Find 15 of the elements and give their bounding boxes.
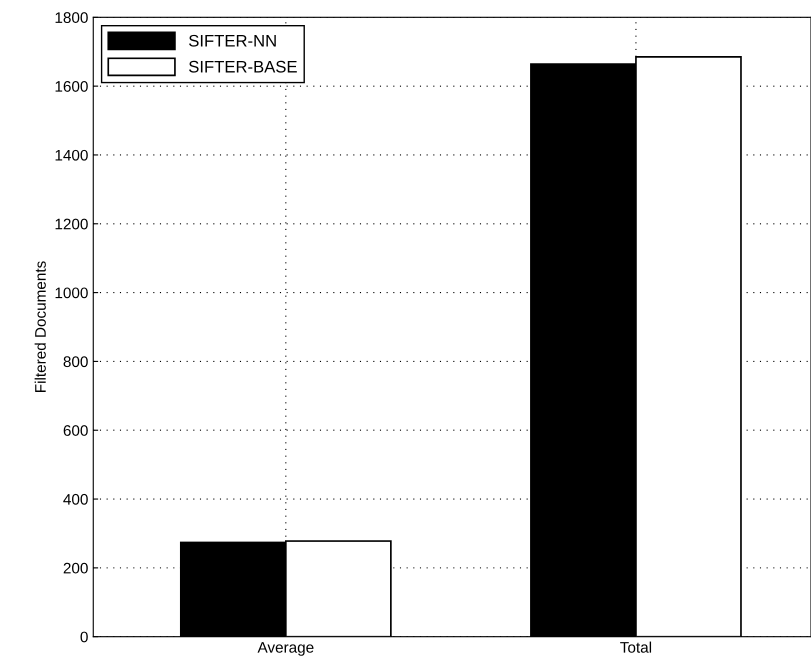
y-tick-label: 1000 xyxy=(56,287,88,298)
legend-label: SIFTER-BASE xyxy=(189,60,297,73)
y-tick-label: 600 xyxy=(64,425,88,436)
x-tick-label: Average xyxy=(258,642,314,656)
legend-label: SIFTER-NN xyxy=(189,34,276,47)
y-axis-title: Filtered Documents xyxy=(34,261,46,392)
y-tick-label: 1400 xyxy=(56,150,88,161)
x-tick-label: Total xyxy=(620,642,652,653)
y-tick-label: 800 xyxy=(64,356,88,368)
y-tick-label: 1200 xyxy=(56,218,88,230)
y-tick-label: 1600 xyxy=(56,81,88,92)
y-tick-label: 400 xyxy=(63,494,88,505)
y-tick-label: 0 xyxy=(80,632,88,642)
y-tick-label: 1800 xyxy=(56,12,88,23)
y-tick-label: 200 xyxy=(64,562,88,574)
